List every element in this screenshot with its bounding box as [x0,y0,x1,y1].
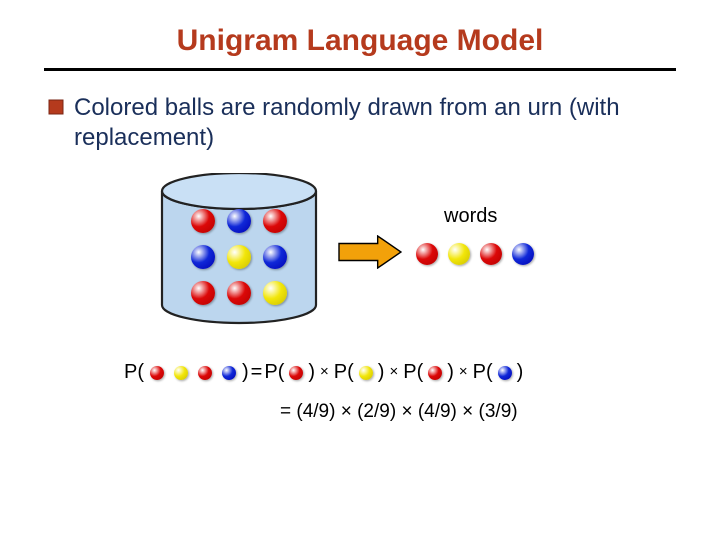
red-ball-icon [428,366,442,380]
red-ball-icon [198,366,212,380]
diagram-area: M words [0,163,720,353]
red-ball-icon [480,243,502,265]
page-title: Unigram Language Model [0,0,720,68]
red-ball-icon [416,243,438,265]
yellow-ball-icon [174,366,188,380]
title-underline [44,68,676,71]
drawn-balls [416,243,534,265]
red-ball-icon [289,366,303,380]
drawn-label: words [444,205,497,228]
blue-ball-icon [512,243,534,265]
bullet-text: Colored balls are randomly drawn from an… [74,93,680,153]
equation-line-2: = (4/9) × (2/9) × (4/9) × (3/9) [280,401,518,423]
blue-ball-icon [222,366,236,380]
yellow-ball-icon [448,243,470,265]
bullet-row: Colored balls are randomly drawn from an… [48,93,680,153]
equation-line-1: P() = P()×P()×P()×P() [124,361,523,384]
red-ball-icon [150,366,164,380]
arrow-icon [338,235,402,274]
urn-svg [160,173,318,333]
bullet-marker-icon [48,99,64,120]
blue-ball-icon [498,366,512,380]
yellow-ball-icon [359,366,373,380]
title-text: Unigram Language Model [177,24,544,57]
equation-area: P() = P()×P()×P()×P() = (4/9) × (2/9) × … [0,361,720,441]
